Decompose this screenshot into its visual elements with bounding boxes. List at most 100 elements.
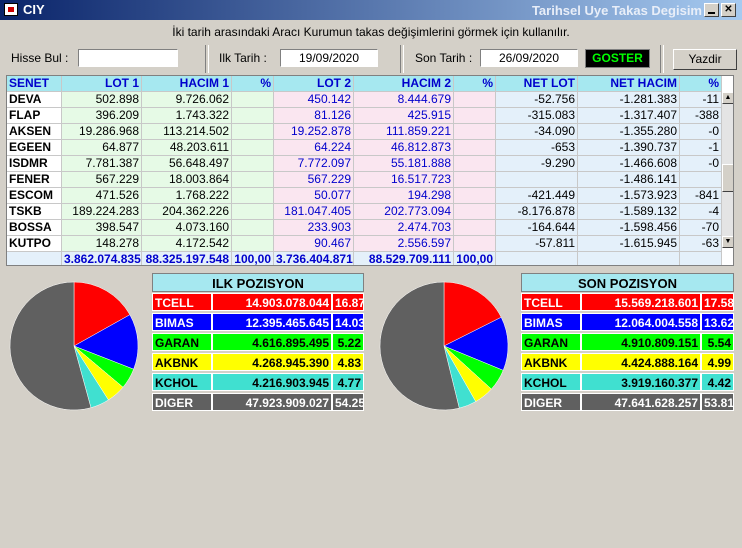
table-cell: 148.278 bbox=[62, 236, 142, 252]
print-button[interactable]: Yazdir bbox=[673, 49, 737, 70]
col-header[interactable]: SENET bbox=[7, 76, 62, 92]
close-button[interactable]: ✕ bbox=[721, 3, 736, 17]
col-header[interactable]: LOT 1 bbox=[62, 76, 142, 92]
total-cell: 88.529.709.111 bbox=[354, 252, 454, 265]
symbol-cell: EGEEN bbox=[7, 140, 62, 156]
table-row[interactable]: ESCOM 471.526 1.768.222 50.077 194.298 -421.4… bbox=[7, 188, 733, 204]
pie-slice-tcell bbox=[73, 281, 131, 347]
grid-header: SENET LOT 1 HACIM 1 % LOT 2 HACIM 2 % NE… bbox=[7, 76, 733, 92]
position-symbol: BIMAS bbox=[152, 313, 212, 331]
col-header[interactable]: % bbox=[680, 76, 722, 92]
ilk-pozisyon-table: TCELL 14.903.078.044 16.87 BIMAS 12.395.465.… bbox=[152, 293, 364, 413]
table-cell bbox=[454, 172, 496, 188]
col-header[interactable]: HACIM 2 bbox=[354, 76, 454, 92]
total-cell bbox=[680, 252, 722, 265]
table-row[interactable]: AKSEN 19.286.968 113.214.502 19.252.878 111.… bbox=[7, 124, 733, 140]
pie-slice-tcell bbox=[443, 281, 502, 347]
symbol-cell: FENER bbox=[7, 172, 62, 188]
table-cell: 90.467 bbox=[274, 236, 354, 252]
col-header[interactable]: HACIM 1 bbox=[142, 76, 232, 92]
pie-slice-diger bbox=[379, 281, 460, 411]
col-header[interactable]: % bbox=[232, 76, 274, 92]
table-row[interactable]: DEVA 502.898 9.726.062 450.142 8.444.679 -52.… bbox=[7, 92, 733, 108]
table-cell: 471.526 bbox=[62, 188, 142, 204]
table-cell: -315.083 bbox=[496, 108, 578, 124]
table-row[interactable]: FLAP 396.209 1.743.322 81.126 425.915 -315.08… bbox=[7, 108, 733, 124]
table-cell: -841 bbox=[680, 188, 722, 204]
table-cell: -8.176.878 bbox=[496, 204, 578, 220]
end-date-field[interactable]: 26/09/2020 bbox=[480, 49, 578, 67]
table-cell: 450.142 bbox=[274, 92, 354, 108]
total-cell: 100,00 bbox=[232, 252, 274, 265]
table-cell: 2.474.703 bbox=[354, 220, 454, 236]
data-grid[interactable]: SENET LOT 1 HACIM 1 % LOT 2 HACIM 2 % NE… bbox=[6, 75, 734, 266]
show-button[interactable]: GOSTER bbox=[585, 49, 650, 68]
table-cell: -1.598.456 bbox=[578, 220, 680, 236]
symbol-cell: BOSSA bbox=[7, 220, 62, 236]
position-row: KCHOL 3.919.160.377 4.42 bbox=[521, 373, 734, 392]
table-row[interactable]: EGEEN 64.877 48.203.611 64.224 46.812.873 -65… bbox=[7, 140, 733, 156]
total-cell: 88.325.197.548 bbox=[142, 252, 232, 265]
app-icon bbox=[4, 3, 18, 16]
table-cell: 111.859.221 bbox=[354, 124, 454, 140]
position-row: GARAN 4.910.809.151 5.54 bbox=[521, 333, 734, 352]
table-cell: 64.877 bbox=[62, 140, 142, 156]
scroll-thumb[interactable] bbox=[722, 164, 733, 192]
table-cell: -388 bbox=[680, 108, 722, 124]
position-row: GARAN 4.616.895.495 5.22 bbox=[152, 333, 364, 352]
search-input[interactable] bbox=[78, 49, 178, 67]
position-value: 14.903.078.044 bbox=[212, 293, 332, 311]
grid-totals-row: 3.862.074.835 88.325.197.548 100,00 3.73… bbox=[7, 252, 733, 265]
minimize-button[interactable] bbox=[704, 3, 719, 17]
table-cell: -11 bbox=[680, 92, 722, 108]
table-row[interactable]: TSKB 189.224.283 204.362.226 181.047.405 202… bbox=[7, 204, 733, 220]
table-cell bbox=[232, 220, 274, 236]
ilk-pozisyon-pie-chart bbox=[9, 281, 139, 411]
table-row[interactable]: FENER 567.229 18.003.864 567.229 16.517.723-… bbox=[7, 172, 733, 188]
position-symbol: DIGER bbox=[521, 393, 581, 411]
symbol-cell: TSKB bbox=[7, 204, 62, 220]
table-row[interactable]: KUTPO 148.278 4.172.542 90.467 2.556.597 -57.… bbox=[7, 236, 733, 252]
table-cell bbox=[232, 156, 274, 172]
end-date-label: Son Tarih : bbox=[415, 51, 473, 65]
position-symbol: GARAN bbox=[521, 333, 581, 351]
table-cell: -1.589.132 bbox=[578, 204, 680, 220]
position-row: BIMAS 12.395.465.645 14.03 bbox=[152, 313, 364, 332]
position-value: 4.616.895.495 bbox=[212, 333, 332, 351]
start-date-field[interactable]: 19/09/2020 bbox=[280, 49, 378, 67]
table-cell: -653 bbox=[496, 140, 578, 156]
scroll-up-icon[interactable]: ▲ bbox=[722, 92, 733, 104]
table-row[interactable]: BOSSA 398.547 4.073.160 233.903 2.474.703 -16… bbox=[7, 220, 733, 236]
table-cell: 4.172.542 bbox=[142, 236, 232, 252]
table-cell: 202.773.094 bbox=[354, 204, 454, 220]
table-cell: -421.449 bbox=[496, 188, 578, 204]
position-percent: 4.99 bbox=[701, 353, 734, 371]
col-header[interactable]: NET HACIM bbox=[578, 76, 680, 92]
position-row: BIMAS 12.064.004.558 13.62 bbox=[521, 313, 734, 332]
table-cell bbox=[454, 124, 496, 140]
table-row[interactable]: ISDMR 7.781.387 56.648.497 7.772.097 55.181.… bbox=[7, 156, 733, 172]
title-bar[interactable]: CIY Tarihsel Uye Takas Degisim ✕ bbox=[0, 0, 742, 20]
table-cell bbox=[454, 108, 496, 124]
col-header[interactable]: % bbox=[454, 76, 496, 92]
table-cell: 48.203.611 bbox=[142, 140, 232, 156]
son-pozisyon-table: TCELL 15.569.218.601 17.58 BIMAS 12.064.004.… bbox=[521, 293, 734, 413]
table-cell: 19.252.878 bbox=[274, 124, 354, 140]
table-cell: -1.355.280 bbox=[578, 124, 680, 140]
window-title: CIY bbox=[23, 2, 45, 17]
table-cell bbox=[496, 172, 578, 188]
position-symbol: KCHOL bbox=[521, 373, 581, 391]
position-percent: 53.81 bbox=[701, 393, 734, 411]
table-cell: -1.390.737 bbox=[578, 140, 680, 156]
col-header[interactable]: NET LOT bbox=[496, 76, 578, 92]
col-header[interactable]: LOT 2 bbox=[274, 76, 354, 92]
table-cell: 113.214.502 bbox=[142, 124, 232, 140]
son-pozisyon-pie-chart bbox=[379, 281, 509, 411]
vertical-scrollbar[interactable]: ▲ ▼ bbox=[722, 92, 733, 248]
table-cell: -1.573.923 bbox=[578, 188, 680, 204]
scroll-down-icon[interactable]: ▼ bbox=[722, 236, 733, 248]
table-cell: -57.811 bbox=[496, 236, 578, 252]
position-row: KCHOL 4.216.903.945 4.77 bbox=[152, 373, 364, 392]
position-row: AKBNK 4.268.945.390 4.83 bbox=[152, 353, 364, 372]
table-cell: 567.229 bbox=[274, 172, 354, 188]
